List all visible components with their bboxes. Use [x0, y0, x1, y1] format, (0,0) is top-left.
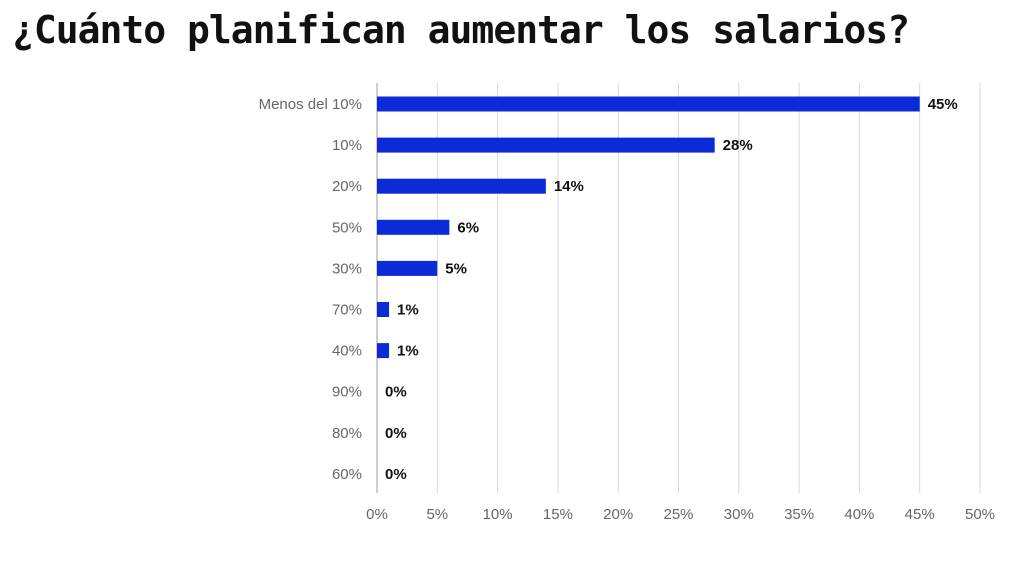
category-label: 50% — [332, 219, 362, 236]
x-tick-label: 50% — [965, 506, 995, 523]
data-label: 1% — [397, 302, 419, 319]
data-label: 0% — [385, 466, 407, 483]
bar — [377, 96, 920, 112]
data-label: 14% — [554, 178, 584, 195]
bar — [377, 137, 715, 153]
bar — [377, 219, 450, 235]
x-tick-label: 15% — [543, 506, 573, 523]
category-labels: Menos del 10% 10% 20% 50% 30% 70% 40% 90% 80% 60% — [259, 96, 362, 483]
data-label: 0% — [385, 425, 407, 442]
x-tick-label: 25% — [663, 506, 693, 523]
x-tick-label: 40% — [844, 506, 874, 523]
data-label: 28% — [723, 137, 753, 154]
x-axis-ticks: 0% 5% 10% 15% 20% 25% 30% 35% 40% 45% 50% — [366, 506, 995, 523]
bar — [377, 343, 390, 359]
category-label: 60% — [332, 466, 362, 483]
value-labels: 45% 28% 14% 6% 5% 1% 1% 0% 0% 0% — [385, 96, 958, 483]
category-label: Menos del 10% — [259, 96, 362, 113]
data-label: 1% — [397, 343, 419, 360]
x-tick-label: 35% — [784, 506, 814, 523]
category-label: 40% — [332, 343, 362, 360]
category-label: 30% — [332, 260, 362, 277]
x-tick-label: 20% — [603, 506, 633, 523]
x-tick-label: 30% — [724, 506, 754, 523]
data-label: 0% — [385, 384, 407, 401]
category-label: 20% — [332, 178, 362, 195]
x-tick-label: 5% — [426, 506, 448, 523]
data-label: 45% — [928, 96, 958, 113]
chart-title: ¿Cuánto planifican aumentar los salarios… — [12, 8, 910, 52]
x-tick-label: 45% — [905, 506, 935, 523]
x-tick-label: 0% — [366, 506, 388, 523]
bar — [377, 178, 546, 194]
category-label: 80% — [332, 425, 362, 442]
data-label: 5% — [445, 260, 467, 277]
category-label: 70% — [332, 302, 362, 319]
bar — [377, 302, 390, 317]
category-label: 10% — [332, 137, 362, 154]
x-tick-label: 10% — [483, 506, 513, 523]
bar — [377, 260, 438, 276]
bars — [377, 96, 920, 359]
category-label: 90% — [332, 384, 362, 401]
data-label: 6% — [457, 219, 479, 236]
